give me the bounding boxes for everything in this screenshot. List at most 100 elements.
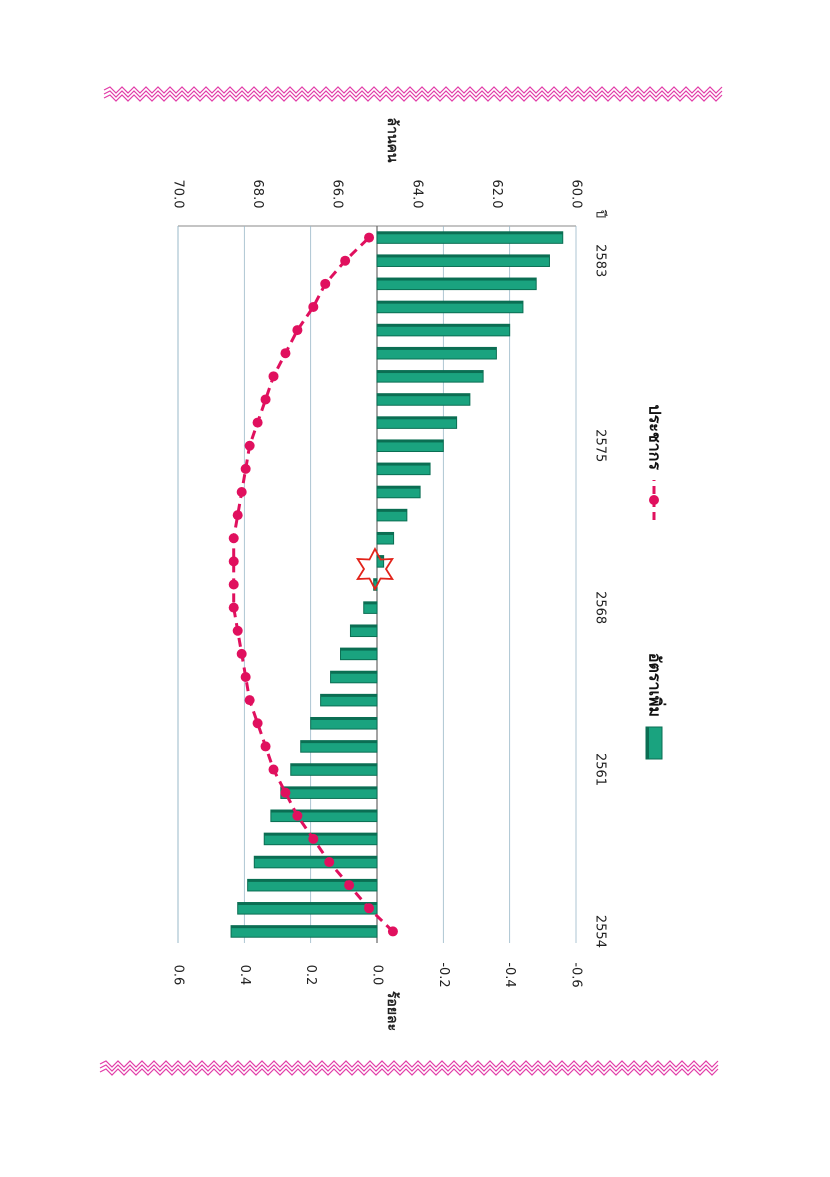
bar-shade [264, 833, 377, 836]
bar-shade [300, 740, 377, 744]
line-point [280, 348, 291, 359]
bar [320, 693, 378, 707]
y-left-axis-title: ร้อยละ [384, 991, 400, 1031]
bar [376, 254, 550, 267]
line-point [228, 579, 239, 590]
x-tick-label: 2554 [593, 915, 608, 948]
bar-shade [280, 786, 377, 790]
y-right-axis-title: ล้านคน [384, 118, 400, 163]
line-point [324, 857, 335, 868]
bar [310, 716, 378, 730]
y-left-tick-label: 0.2 [303, 965, 318, 986]
bar [263, 832, 378, 846]
bar [376, 508, 408, 522]
bar [376, 462, 431, 476]
y-left-tick-label: 0.6 [171, 965, 186, 986]
bar-shade [254, 856, 377, 859]
bar [376, 555, 385, 568]
bar [247, 878, 378, 892]
legend-swatch-marker [649, 495, 659, 505]
series-line-population [232, 236, 394, 933]
y-left-tick-label: -0.2 [436, 962, 451, 987]
line-point [344, 880, 355, 891]
bar [376, 439, 444, 453]
line-point [308, 301, 319, 312]
bar [376, 277, 537, 291]
decorative-zigzag-border-bottom [99, 1060, 719, 1076]
bar-shade [377, 254, 550, 258]
plot-area [177, 225, 577, 943]
bar-shade [373, 578, 377, 582]
line-point [228, 602, 239, 613]
bar [253, 855, 378, 869]
x-axis-title: ปี [593, 209, 609, 218]
line-point [228, 556, 239, 567]
line-point [252, 718, 263, 729]
decorative-zigzag-border-top [103, 86, 723, 102]
line-point [240, 463, 251, 474]
line-point [320, 278, 331, 289]
line-point [236, 486, 247, 497]
line-point [340, 255, 351, 266]
line-point [268, 371, 279, 382]
bar [376, 370, 484, 383]
bar [376, 531, 395, 545]
bar-shade [340, 648, 377, 651]
line-point [292, 810, 303, 821]
line-point [280, 787, 291, 798]
line-point [232, 625, 243, 636]
bar [376, 231, 564, 244]
line-point [387, 926, 398, 937]
line-point [244, 695, 255, 706]
line-point [232, 510, 243, 521]
y-left-tick-label: -0.6 [569, 962, 584, 987]
bar [349, 624, 378, 638]
legend-swatch-bar-shade [646, 727, 649, 759]
bar [363, 601, 378, 614]
line-point [240, 672, 251, 683]
line-point [260, 394, 271, 405]
y-right-tick-label: 68.0 [250, 180, 265, 209]
bar-shade [231, 925, 377, 929]
bar [280, 786, 378, 799]
y-left-tick-label: -0.4 [502, 962, 517, 987]
y-left-tick-label: 0.0 [370, 965, 385, 986]
bar [340, 647, 378, 661]
bar [290, 763, 378, 776]
bar [230, 925, 378, 938]
bar-shade [377, 393, 470, 397]
bar [376, 393, 471, 406]
bar [330, 670, 378, 684]
bar [376, 485, 421, 499]
bar-shade [377, 486, 421, 489]
legend [645, 480, 663, 760]
bar-shade [363, 601, 377, 605]
y-right-tick-label: 70.0 [171, 180, 186, 209]
bar-shade [377, 416, 457, 420]
star-marker [356, 547, 394, 591]
line-point [268, 764, 279, 775]
bar-shade [320, 694, 377, 697]
y-right-tick-label: 62.0 [489, 180, 504, 209]
y-right-tick-label: 60.0 [569, 180, 584, 209]
bar [270, 809, 378, 823]
bar [376, 416, 458, 429]
line-point [260, 741, 271, 752]
bar-shade [377, 555, 384, 559]
bar-shade [377, 532, 394, 535]
legend-label-growth-rate: อัตราเพิ่ม [646, 653, 667, 717]
bar-shade [377, 370, 484, 374]
bar [237, 902, 378, 915]
line-point [244, 440, 255, 451]
y-right-tick-label: 64.0 [409, 180, 424, 209]
x-tick-label: 2583 [593, 244, 608, 277]
bar-shade [377, 347, 497, 350]
line-point [364, 903, 375, 914]
bar-shade [377, 509, 407, 512]
y-left-tick-label: 0.4 [237, 965, 252, 986]
bar-shade [237, 902, 377, 906]
bar-shade [377, 278, 537, 281]
bar [376, 300, 524, 314]
line-point [252, 417, 263, 428]
